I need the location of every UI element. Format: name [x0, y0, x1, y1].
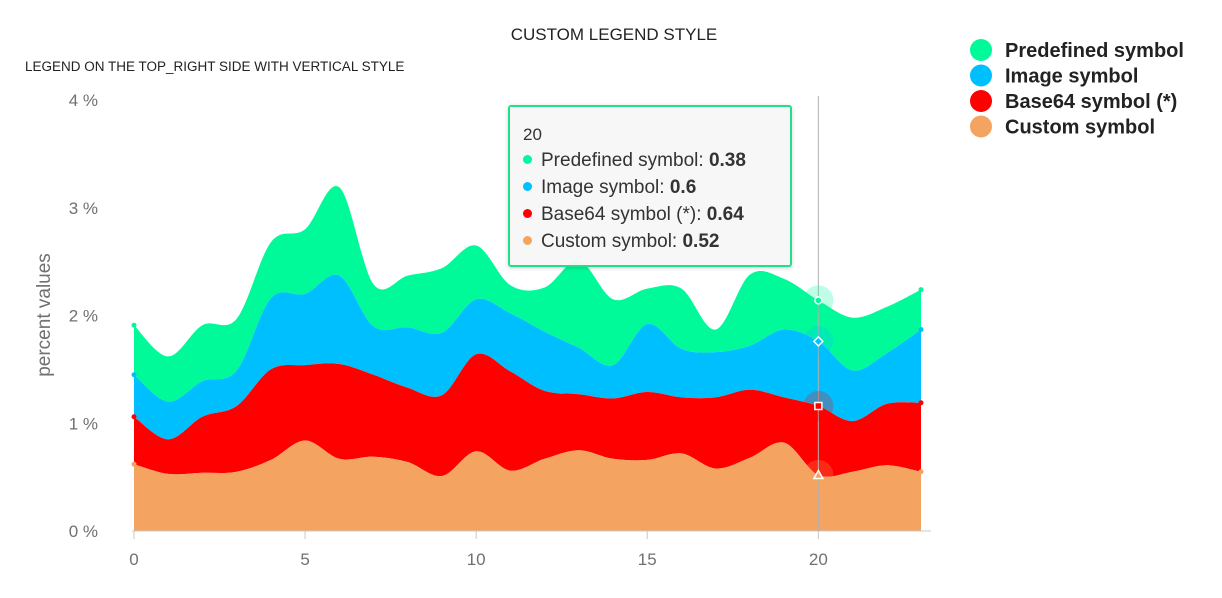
tooltip-dot-icon: [523, 209, 532, 218]
tooltip-series-name: Image symbol: [541, 177, 660, 198]
legend-item[interactable]: Base64 symbol (*): [970, 90, 1177, 113]
x-tick-label: 5: [300, 550, 309, 569]
series-end-point: [131, 322, 137, 328]
tooltip-header: 20: [523, 125, 542, 144]
tooltip-row-base64: Base64 symbol (*): 0.64: [523, 204, 744, 226]
tooltip-series-name: Custom symbol: [541, 231, 672, 252]
tooltip-series-name: Predefined symbol: [541, 150, 699, 171]
area-image-symbol[interactable]: [134, 274, 921, 440]
legend-symbol-icon: [970, 64, 992, 87]
legend-item[interactable]: Predefined symbol: [970, 39, 1184, 62]
y-tick-label: 4 %: [69, 91, 98, 110]
legend-label: Custom symbol: [1005, 117, 1155, 139]
area-custom-symbol[interactable]: [134, 440, 921, 531]
legend-symbol-icon: [970, 39, 992, 61]
y-tick-label: 2 %: [69, 307, 98, 326]
tooltip-dot-icon: [523, 155, 532, 164]
x-tick-label: 0: [129, 550, 138, 569]
series-end-point: [131, 414, 137, 420]
series-end-point: [918, 469, 924, 475]
y-tick-label: 3 %: [69, 199, 98, 218]
hover-marker-triangle-icon: [812, 468, 825, 480]
hover-marker-circle-icon: [814, 296, 823, 305]
x-tick-label: 20: [809, 550, 828, 569]
tooltip-dot-icon: [523, 236, 532, 245]
tooltip-series-name: Base64 symbol (*): [541, 204, 697, 225]
hover-marker-square-icon: [814, 401, 823, 411]
area-predefined-symbol[interactable]: [134, 185, 921, 402]
legend-item[interactable]: Custom symbol: [970, 115, 1155, 139]
tooltip-row-custom: Custom symbol: 0.52: [523, 231, 719, 253]
legend-item[interactable]: Image symbol: [970, 64, 1138, 88]
y-axis-label: percent values: [34, 253, 55, 377]
tooltip-series-value: 0.6: [669, 177, 697, 198]
series-end-point: [131, 461, 137, 467]
tooltip-series-value: 0.52: [682, 231, 720, 252]
legend-symbol-icon: [970, 115, 992, 138]
legend-label: Predefined symbol: [1005, 40, 1184, 62]
x-tick-label: 15: [638, 550, 657, 569]
y-tick-label: 1 %: [69, 414, 98, 433]
tooltip-series-value: 0.64: [706, 204, 744, 225]
area-base64-symbol[interactable]: [134, 353, 921, 477]
tooltip-dot-icon: [523, 182, 532, 191]
x-tick-label: 10: [467, 550, 486, 569]
legend-label: Image symbol: [1005, 66, 1138, 88]
tooltip-row-predefined: Predefined symbol: 0.38: [523, 150, 746, 172]
chart-title: CUSTOM LEGEND STYLE: [511, 25, 718, 44]
chart-subtitle: LEGEND ON THE TOP_RIGHT SIDE WITH VERTIC…: [25, 59, 404, 74]
legend-label: Base64 symbol (*): [1005, 91, 1177, 113]
legend-symbol-icon: [970, 90, 992, 112]
series-end-point: [918, 327, 924, 333]
series-end-point: [131, 372, 137, 378]
tooltip-row-image: Image symbol: 0.6: [523, 177, 696, 199]
hover-marker-diamond-icon: [812, 335, 824, 347]
chart-tooltip: 20 Predefined symbol: 0.38 Image symbol:…: [508, 105, 792, 267]
y-tick-label: 0 %: [69, 522, 98, 541]
series-end-point: [918, 287, 924, 293]
tooltip-series-value: 0.38: [708, 150, 746, 171]
series-end-point: [918, 400, 924, 406]
